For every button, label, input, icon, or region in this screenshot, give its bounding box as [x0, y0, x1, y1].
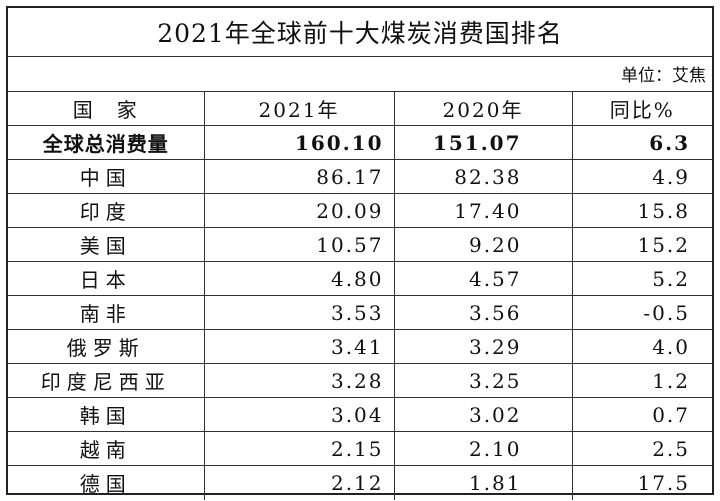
value-2021-cell: 20.09: [203, 193, 395, 228]
value-2020-cell: 17.40: [393, 193, 573, 228]
coal-consumption-table: 国 家 2021年 2020年 同比% 全球总消费量 160.10 151.07 6.…: [8, 91, 712, 500]
yoy-cell: -0.5: [571, 295, 712, 330]
header-row: 国 家 2021年 2020年 同比%: [8, 91, 712, 126]
country-cell: 印度尼西亚: [8, 363, 205, 398]
header-country: 国 家: [8, 91, 205, 126]
value-2020-cell: 82.38: [393, 159, 573, 194]
yoy-cell: 5.2: [571, 261, 712, 296]
value-2021-cell: 10.57: [203, 227, 395, 262]
value-2020-cell: 3.25: [393, 363, 573, 398]
table-title: 2021年全球前十大煤炭消费国排名: [8, 8, 712, 57]
value-2020-cell: 3.56: [393, 295, 573, 330]
yoy-cell: 0.7: [571, 397, 712, 432]
table-row: 中国 86.17 82.38 4.9: [8, 159, 712, 194]
value-2021-cell: 2.15: [203, 431, 395, 466]
country-cell: 越南: [8, 431, 205, 466]
country-cell: 美国: [8, 227, 205, 262]
yoy-cell: 4.0: [571, 329, 712, 364]
table-row: 美国 10.57 9.20 15.2: [8, 227, 712, 262]
value-2021-cell: 3.28: [203, 363, 395, 398]
value-2021-cell: 4.80: [203, 261, 395, 296]
value-2020-cell: 3.29: [393, 329, 573, 364]
value-2020-cell: 2.10: [393, 431, 573, 466]
table-row: 越南 2.15 2.10 2.5: [8, 431, 712, 466]
header-2020: 2020年: [393, 91, 573, 126]
country-cell: 德国: [8, 465, 205, 500]
country-cell: 南非: [8, 295, 205, 330]
value-2021-cell: 160.10: [203, 125, 395, 160]
value-2020-cell: 3.02: [393, 397, 573, 432]
unit-label: 单位：艾焦: [621, 65, 706, 86]
country-cell: 俄罗斯: [8, 329, 205, 364]
yoy-cell: 1.2: [571, 363, 712, 398]
yoy-cell: 2.5: [571, 431, 712, 466]
value-2021-cell: 3.41: [203, 329, 395, 364]
table-row: 南非 3.53 3.56 -0.5: [8, 295, 712, 330]
header-yoy: 同比%: [571, 91, 712, 126]
table-row: 印度尼西亚 3.28 3.25 1.2: [8, 363, 712, 398]
value-2020-cell: 1.81: [393, 465, 573, 500]
yoy-cell: 17.5: [571, 465, 712, 500]
coal-consumption-table-frame: 2021年全球前十大煤炭消费国排名 单位：艾焦 国 家 2021年 2020年 …: [6, 6, 714, 500]
value-2020-cell: 151.07: [393, 125, 573, 160]
yoy-cell: 15.2: [571, 227, 712, 262]
table-row: 俄罗斯 3.41 3.29 4.0: [8, 329, 712, 364]
table-row: 印度 20.09 17.40 15.8: [8, 193, 712, 228]
table-row: 德国 2.12 1.81 17.5: [8, 465, 712, 500]
value-2021-cell: 3.53: [203, 295, 395, 330]
country-cell: 印度: [8, 193, 205, 228]
value-2020-cell: 4.57: [393, 261, 573, 296]
value-2021-cell: 2.12: [203, 465, 395, 500]
table-row-total: 全球总消费量 160.10 151.07 6.3: [8, 125, 712, 160]
country-cell: 全球总消费量: [8, 125, 205, 160]
country-cell: 日本: [8, 261, 205, 296]
value-2021-cell: 3.04: [203, 397, 395, 432]
yoy-cell: 6.3: [571, 125, 712, 160]
table-row: 韩国 3.04 3.02 0.7: [8, 397, 712, 432]
table-row: 日本 4.80 4.57 5.2: [8, 261, 712, 296]
yoy-cell: 15.8: [571, 193, 712, 228]
country-cell: 韩国: [8, 397, 205, 432]
country-cell: 中国: [8, 159, 205, 194]
yoy-cell: 4.9: [571, 159, 712, 194]
value-2020-cell: 9.20: [393, 227, 573, 262]
value-2021-cell: 86.17: [203, 159, 395, 194]
header-2021: 2021年: [203, 91, 395, 126]
